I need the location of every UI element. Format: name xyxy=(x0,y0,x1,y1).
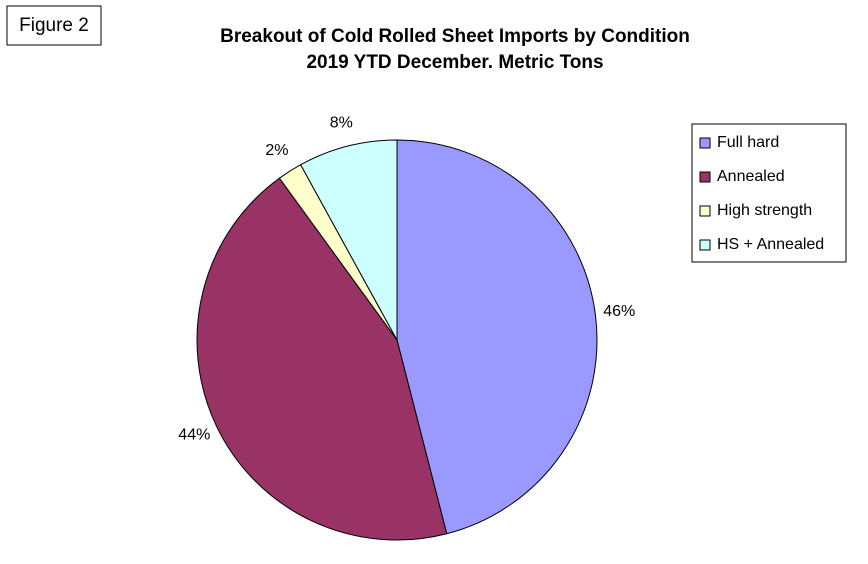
data-label: 8% xyxy=(330,114,353,131)
legend-label: Annealed xyxy=(717,168,785,185)
chart-subtitle: 2019 YTD December. Metric Tons xyxy=(306,52,603,73)
legend-swatch xyxy=(699,205,711,217)
data-label: 2% xyxy=(265,142,288,159)
legend-box xyxy=(691,123,847,263)
pie-slice xyxy=(196,177,448,541)
legend-label: HS + Annealed xyxy=(717,236,824,253)
pie-slice xyxy=(299,139,398,341)
figure-label: Figure 2 xyxy=(19,15,89,36)
legend-label: High strength xyxy=(717,202,812,219)
data-label: 44% xyxy=(178,427,210,444)
legend-swatch xyxy=(699,239,711,251)
data-label: 46% xyxy=(603,303,635,320)
legend-swatch xyxy=(699,171,711,183)
legend-label: Full hard xyxy=(717,134,779,151)
figure-label-box xyxy=(6,5,102,46)
pie-slice xyxy=(396,139,598,535)
legend-swatch xyxy=(699,137,711,149)
chart-title: Breakout of Cold Rolled Sheet Imports by… xyxy=(220,26,690,47)
